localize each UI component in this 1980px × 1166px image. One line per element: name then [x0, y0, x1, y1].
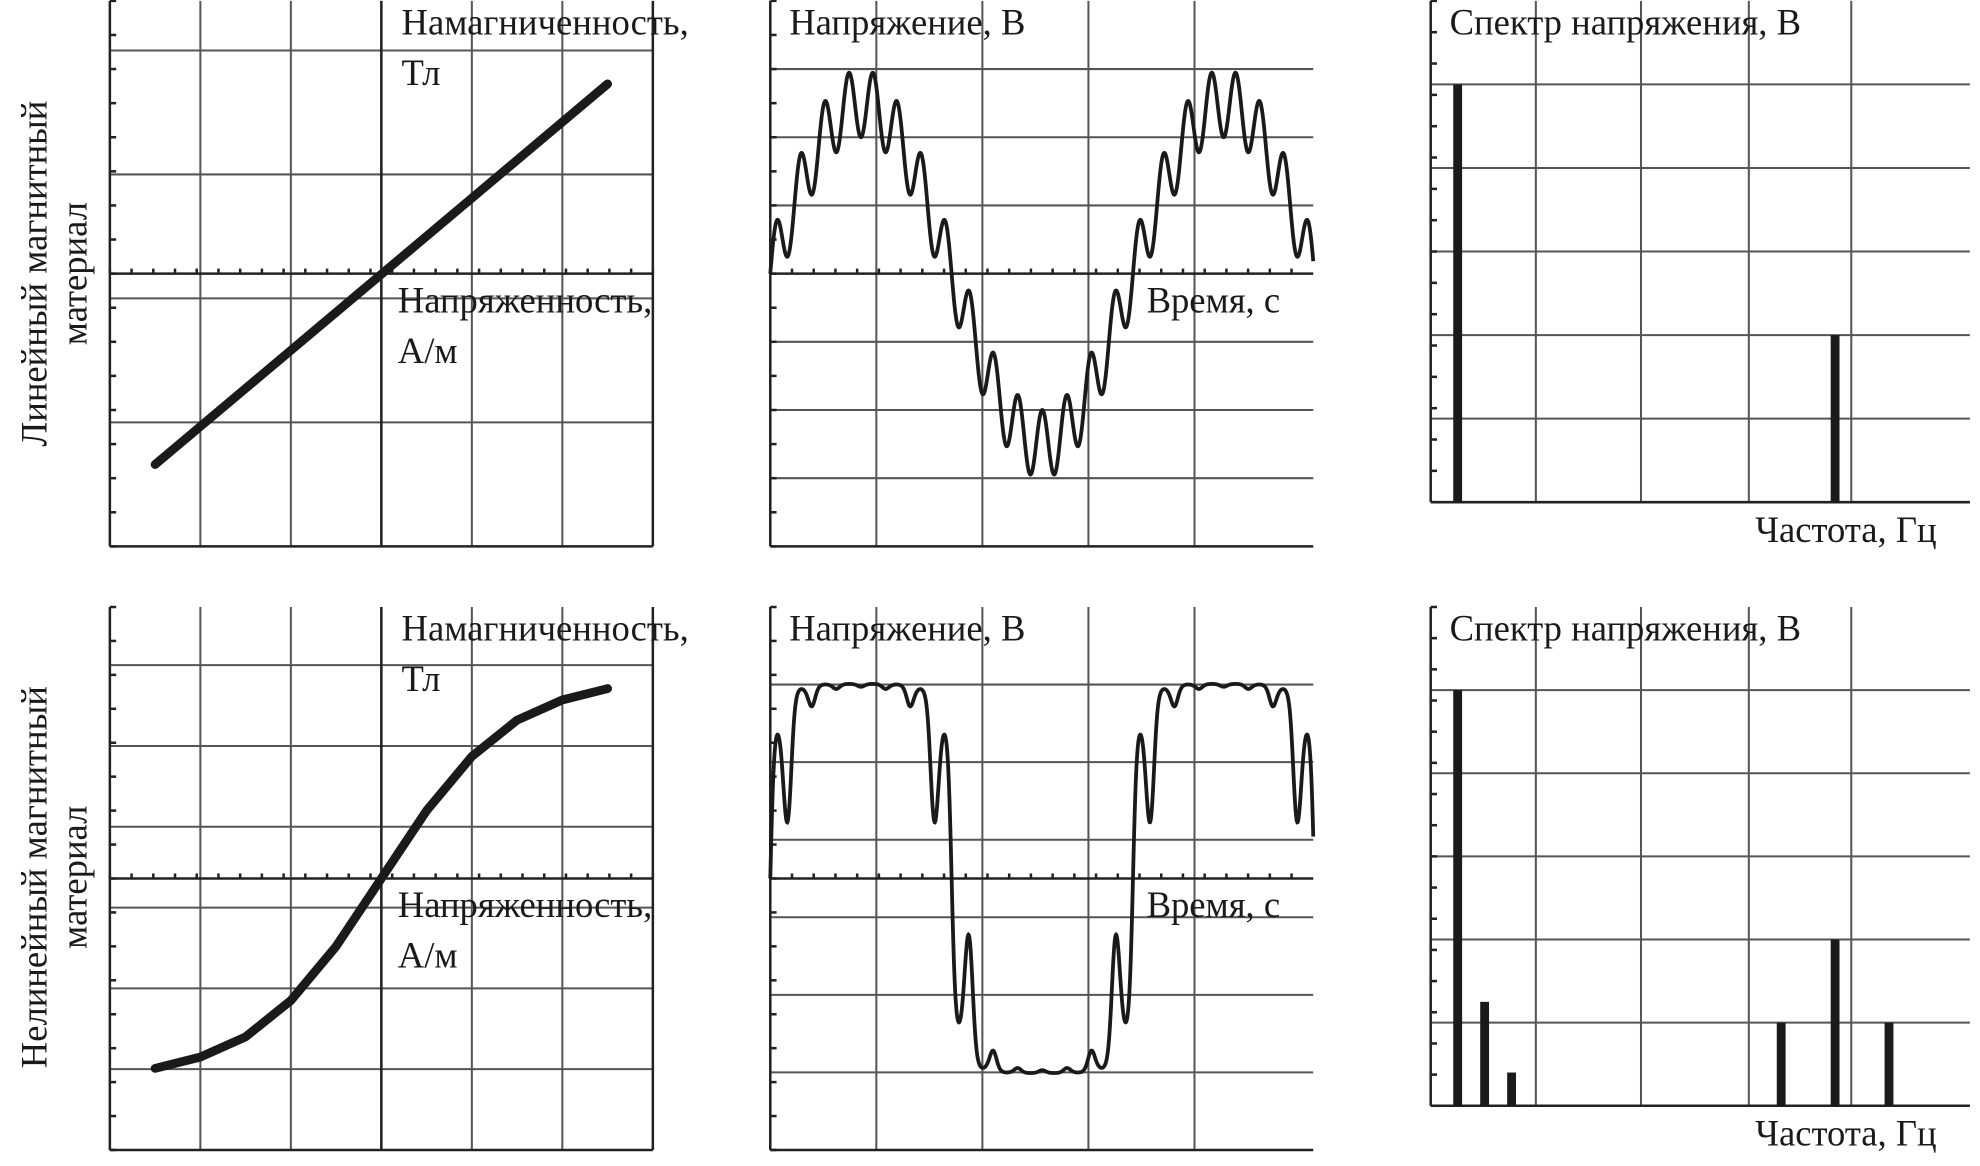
row-label: Линейный магнитный	[13, 101, 54, 447]
y-axis-label: Спектр напряжения, В	[1450, 2, 1801, 43]
panel: Напряжение, В Время, с	[768, 0, 1316, 548]
spectral-line	[1453, 690, 1463, 1106]
spectral-line	[1830, 335, 1840, 503]
row-label: материал	[54, 202, 95, 345]
spectral-line	[1776, 1022, 1786, 1106]
panel: Намагниченность, Тл Напряженность, А/м	[108, 605, 689, 1152]
spectral-line	[1507, 1072, 1517, 1106]
x-axis-label: Частота, Гц	[1755, 509, 1936, 550]
spectral-line	[1884, 1022, 1894, 1106]
x-axis-label: Частота, Гц	[1755, 1113, 1936, 1154]
curve	[150, 684, 613, 1073]
waveform	[768, 682, 1316, 1075]
y-axis-label: Тл	[402, 52, 441, 93]
panel: Намагниченность, Тл Напряженность, А/м	[108, 0, 689, 548]
y-axis-label: Спектр напряжения, В	[1450, 608, 1801, 649]
row-label: Нелинейный магнитный	[13, 686, 54, 1068]
x-axis-label: Время, с	[1147, 884, 1281, 925]
y-axis-label: Намагниченность,	[402, 2, 689, 43]
waveform	[768, 70, 1316, 477]
spectral-line	[1830, 939, 1840, 1106]
spectral-line	[1480, 1001, 1490, 1106]
y-axis-label: Тл	[402, 658, 441, 699]
panel: Спектр напряжения, В Частота, Гц	[1429, 0, 1970, 550]
spectral-line	[1453, 84, 1463, 503]
x-axis-label: Напряженность,	[398, 884, 653, 925]
panel: Спектр напряжения, В Частота, Гц	[1429, 605, 1970, 1154]
x-axis-label: А/м	[398, 935, 458, 976]
x-axis-label: А/м	[398, 330, 458, 371]
y-axis-label: Напряжение, В	[789, 608, 1025, 649]
y-axis-label: Намагниченность,	[402, 608, 689, 649]
x-axis-label: Время, с	[1147, 279, 1281, 320]
x-axis-label: Напряженность,	[398, 279, 653, 320]
y-axis-label: Напряжение, В	[789, 2, 1025, 43]
panel: Напряжение, В Время, с	[768, 605, 1316, 1152]
row-label: материал	[54, 806, 95, 949]
curve	[150, 79, 613, 469]
